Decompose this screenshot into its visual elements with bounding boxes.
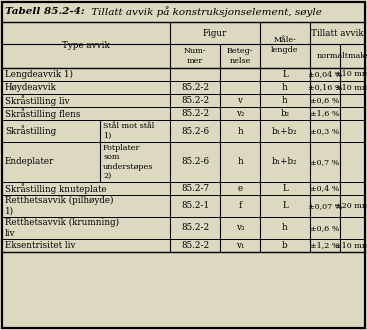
- Text: f: f: [239, 202, 241, 211]
- Text: 85.2-2: 85.2-2: [181, 109, 209, 118]
- Text: Skråstilling flens: Skråstilling flens: [5, 108, 80, 119]
- Text: Måle-
lengde: Måle- lengde: [271, 36, 299, 53]
- Text: ±1,6 %: ±1,6 %: [310, 110, 340, 117]
- Text: normalt: normalt: [316, 52, 349, 60]
- Text: 85.2-2: 85.2-2: [181, 83, 209, 92]
- Text: Eksentrisitet liv: Eksentrisitet liv: [5, 241, 76, 250]
- Bar: [2, 195, 365, 217]
- Text: 85.2-2: 85.2-2: [181, 241, 209, 250]
- Bar: [2, 94, 365, 107]
- Text: Skråstilling liv: Skråstilling liv: [5, 95, 70, 106]
- Bar: [99, 22, 101, 68]
- Text: 85.2-6: 85.2-6: [181, 157, 209, 167]
- Text: ±0,3 %: ±0,3 %: [310, 127, 340, 135]
- Text: h: h: [282, 96, 288, 105]
- Text: Retthetsavvik (krumning)
liv: Retthetsavvik (krumning) liv: [5, 218, 119, 238]
- Text: Skråstilling knuteplate: Skråstilling knuteplate: [5, 183, 107, 194]
- Text: ±0,04 %: ±0,04 %: [308, 71, 342, 79]
- Text: ±10 mm: ±10 mm: [335, 242, 367, 249]
- Bar: [2, 142, 365, 182]
- Text: Tabell 85.2-4:: Tabell 85.2-4:: [5, 8, 85, 16]
- Text: b₁+b₂: b₁+b₂: [272, 157, 298, 167]
- Text: 85.2-7: 85.2-7: [181, 184, 209, 193]
- Text: Fotplater
som
understøpes
2): Fotplater som understøpes 2): [103, 144, 153, 180]
- Bar: [2, 81, 365, 94]
- Text: 85.2-1: 85.2-1: [181, 202, 209, 211]
- Text: Figur: Figur: [203, 28, 227, 38]
- Text: b₂: b₂: [280, 109, 290, 118]
- Bar: [2, 107, 365, 120]
- Text: h: h: [237, 157, 243, 167]
- Text: v₂: v₂: [236, 109, 244, 118]
- Bar: [2, 68, 365, 81]
- Text: Num-
mer: Num- mer: [184, 48, 206, 65]
- Text: L: L: [282, 184, 288, 193]
- Text: ±10 mm: ±10 mm: [335, 71, 367, 79]
- Bar: [2, 239, 365, 252]
- Text: ±10 mm: ±10 mm: [335, 83, 367, 91]
- Text: e: e: [237, 184, 243, 193]
- Text: 85.2-6: 85.2-6: [181, 126, 209, 136]
- Text: h: h: [282, 83, 288, 92]
- Text: h: h: [237, 126, 243, 136]
- Text: L: L: [282, 202, 288, 211]
- Text: maks. 2): maks. 2): [348, 52, 367, 60]
- Text: b: b: [282, 241, 288, 250]
- Text: ±0,4 %: ±0,4 %: [310, 184, 340, 192]
- Bar: [2, 182, 365, 195]
- Text: 85.2-2: 85.2-2: [181, 96, 209, 105]
- Text: b₁+b₂: b₁+b₂: [272, 126, 298, 136]
- Text: v₁: v₁: [236, 241, 244, 250]
- Bar: [2, 217, 365, 239]
- Text: Retthetsavvik (pilhøyde)
1): Retthetsavvik (pilhøyde) 1): [5, 196, 113, 216]
- Text: ±0,7 %: ±0,7 %: [310, 158, 340, 166]
- Text: Endeplater: Endeplater: [5, 157, 54, 167]
- Text: h: h: [282, 223, 288, 233]
- Text: Beteg-
nelse: Beteg- nelse: [227, 48, 253, 65]
- Text: 85.2-2: 85.2-2: [181, 223, 209, 233]
- Text: ±20 mm: ±20 mm: [335, 202, 367, 210]
- Bar: [3, 43, 169, 45]
- Text: Type avvik: Type avvik: [62, 41, 110, 49]
- Text: Tillatt avvik på konstruksjonselement, søyle: Tillatt avvik på konstruksjonselement, s…: [88, 7, 322, 17]
- Text: ±0,07 %: ±0,07 %: [308, 202, 342, 210]
- Text: Tillatt avvik: Tillatt avvik: [311, 28, 364, 38]
- Bar: [219, 22, 221, 44]
- Text: Høydeavvik: Høydeavvik: [5, 83, 57, 92]
- Text: ±0,16 %: ±0,16 %: [308, 83, 342, 91]
- Bar: [261, 43, 309, 45]
- Text: ±1,2 %: ±1,2 %: [310, 242, 340, 249]
- Text: ±0,6 %: ±0,6 %: [310, 224, 340, 232]
- Text: Stål mot stål
1): Stål mot stål 1): [103, 122, 154, 140]
- Bar: [2, 120, 365, 142]
- Text: Skråstilling: Skråstilling: [5, 126, 56, 136]
- Text: v: v: [237, 96, 243, 105]
- Text: v₃: v₃: [236, 223, 244, 233]
- Text: ±0,6 %: ±0,6 %: [310, 96, 340, 105]
- Text: Lengdeavvik 1): Lengdeavvik 1): [5, 70, 73, 79]
- Text: L: L: [282, 70, 288, 79]
